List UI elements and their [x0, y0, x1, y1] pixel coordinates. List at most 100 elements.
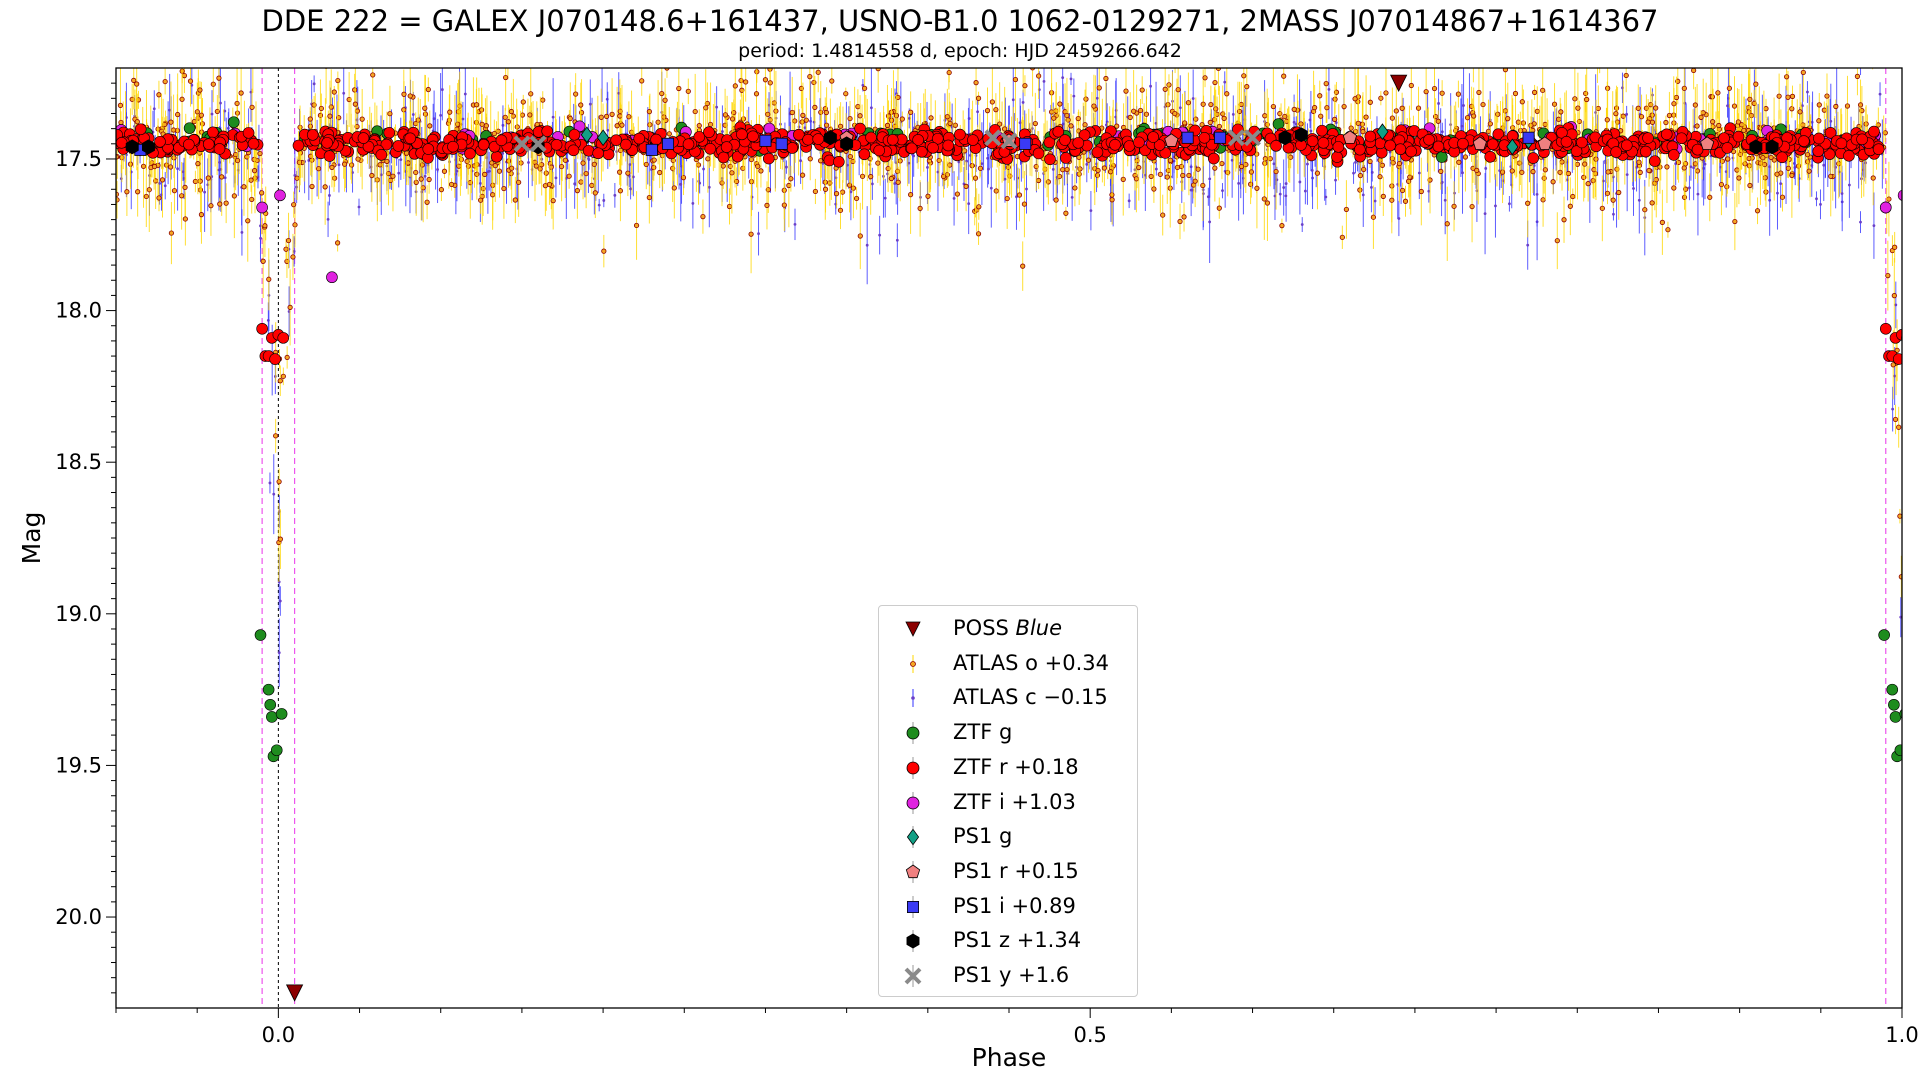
data-point [1824, 127, 1837, 139]
data-point [926, 165, 929, 169]
data-point [266, 276, 272, 282]
data-point [551, 115, 555, 119]
data-point [592, 190, 598, 196]
data-point [266, 711, 278, 723]
data-point [1223, 80, 1227, 84]
data-point [238, 90, 244, 96]
data-point [781, 202, 787, 208]
data-point [1186, 172, 1192, 179]
data-point [1494, 204, 1497, 208]
data-point [354, 108, 361, 114]
data-point [146, 187, 152, 193]
data-point [1114, 123, 1120, 129]
data-point [993, 107, 999, 113]
data-point [859, 173, 866, 179]
data-point [862, 85, 868, 91]
data-point [1605, 169, 1611, 175]
data-point [720, 163, 726, 169]
data-point [1725, 156, 1731, 162]
data-point [1520, 120, 1526, 126]
data-point [822, 186, 829, 192]
data-point [1032, 120, 1038, 127]
data-point [837, 123, 844, 129]
data-point [1894, 347, 1900, 353]
data-point [1616, 189, 1622, 196]
data-point [223, 176, 227, 180]
data-point [292, 222, 298, 228]
data-point [1890, 362, 1896, 368]
data-point [322, 184, 328, 190]
data-point [976, 204, 982, 210]
data-point [1584, 96, 1590, 103]
data-point [1753, 81, 1759, 87]
data-point [1431, 85, 1438, 92]
data-point [679, 182, 683, 186]
data-point [1804, 152, 1811, 158]
data-point [703, 105, 709, 111]
data-point [963, 183, 969, 189]
data-point [980, 162, 984, 166]
data-point [1551, 101, 1558, 107]
data-point [1241, 73, 1247, 79]
data-point [1824, 93, 1830, 99]
data-point [124, 189, 130, 195]
data-point [1779, 194, 1786, 200]
data-point [370, 72, 376, 78]
data-point [755, 163, 761, 169]
data-point [1649, 119, 1656, 125]
data-point [448, 181, 455, 188]
data-point [1637, 198, 1641, 202]
data-point [1208, 101, 1214, 108]
data-point [257, 150, 263, 157]
data-point [1597, 60, 1601, 64]
data-point [1815, 197, 1818, 201]
data-point [501, 152, 505, 155]
data-point [1879, 201, 1892, 214]
data-point [1435, 118, 1441, 124]
data-point [1238, 163, 1245, 170]
data-point [1270, 103, 1276, 110]
data-point [1741, 127, 1747, 134]
data-point [1216, 205, 1222, 211]
data-point [1696, 192, 1700, 196]
data-point [567, 115, 573, 122]
data-point [1487, 121, 1493, 127]
data-point [788, 176, 794, 182]
data-point [1151, 186, 1157, 192]
data-point [268, 481, 272, 485]
data-point [573, 91, 579, 97]
data-point [508, 108, 514, 115]
data-point [1016, 192, 1023, 198]
data-point [191, 118, 197, 125]
data-point [1048, 109, 1055, 115]
data-point [1847, 183, 1851, 187]
data-point [1785, 94, 1791, 100]
data-point [332, 175, 338, 181]
data-point [1318, 113, 1324, 119]
data-point [455, 121, 461, 127]
data-point [739, 87, 745, 93]
data-point [1408, 82, 1414, 89]
data-point [1061, 76, 1065, 80]
data-point [520, 99, 526, 105]
data-point [659, 90, 665, 97]
data-point [1341, 103, 1347, 110]
data-point [179, 193, 185, 199]
data-point [767, 80, 773, 86]
data-point [1103, 75, 1109, 82]
data-point [631, 175, 635, 179]
data-point [1649, 200, 1655, 206]
data-point [1516, 160, 1522, 166]
data-point [482, 171, 488, 177]
data-point [1893, 374, 1897, 378]
data-point [591, 161, 597, 167]
data-point [1653, 105, 1659, 111]
data-point [727, 163, 733, 169]
data-point [1216, 123, 1222, 130]
data-point [1101, 165, 1107, 171]
data-point [384, 158, 390, 164]
data-point [1659, 219, 1665, 225]
data-point [1191, 97, 1195, 100]
data-point [1565, 170, 1572, 177]
data-point [1224, 91, 1230, 97]
